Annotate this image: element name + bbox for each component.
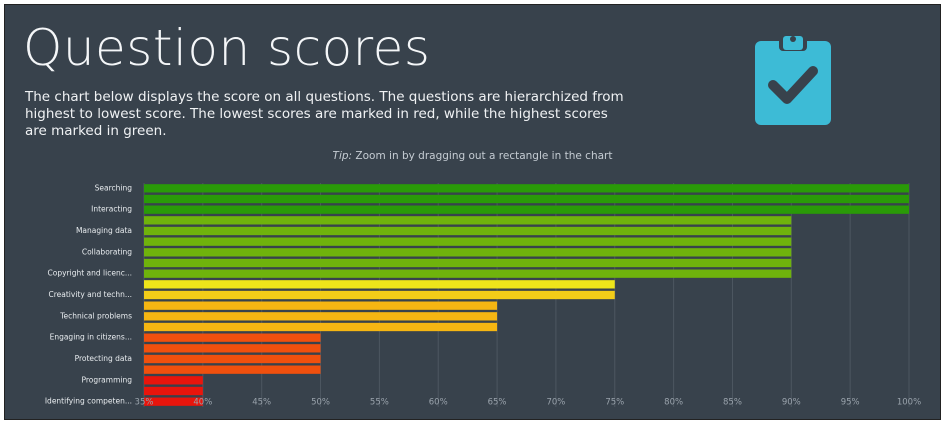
bar — [144, 258, 792, 268]
panel: Question scores The chart below displays… — [4, 4, 941, 420]
bar — [144, 301, 498, 310]
x-tick-label: 90% — [782, 398, 801, 408]
bar — [144, 184, 909, 193]
x-tick-label: 45% — [252, 398, 271, 408]
bar — [144, 280, 615, 289]
bar — [144, 354, 321, 364]
bar — [144, 248, 792, 257]
y-tick-label: Technical problems — [59, 311, 132, 320]
y-tick-label: Managing data — [76, 226, 132, 235]
bar — [144, 344, 321, 353]
y-tick-label: Copyright and licenc... — [48, 269, 132, 278]
x-tick-label: 35% — [135, 398, 154, 408]
bar — [144, 205, 909, 214]
bar — [144, 237, 792, 246]
tip-text: Zoom in by dragging out a rectangle in t… — [355, 150, 613, 162]
x-tick-label: 50% — [311, 398, 330, 408]
bar — [144, 386, 203, 396]
bar — [144, 226, 792, 236]
x-tick-label: 55% — [370, 398, 389, 408]
description: The chart below displays the score on al… — [25, 89, 624, 139]
x-tick-label: 70% — [546, 398, 565, 408]
y-tick-label: Engaging in citizens... — [50, 333, 132, 342]
tip: Tip: Zoom in by dragging out a rectangle… — [5, 150, 940, 162]
y-tick-label: Programming — [81, 375, 132, 384]
y-tick-label: Searching — [95, 183, 133, 192]
y-tick-label: Collaborating — [82, 247, 132, 256]
x-tick-label: 65% — [488, 398, 507, 408]
y-tick-label: Interacting — [91, 205, 132, 214]
x-tick-label: 80% — [664, 398, 683, 408]
bar — [144, 333, 321, 342]
x-tick-label: 75% — [605, 398, 624, 408]
bar — [144, 322, 498, 332]
y-tick-label: Identifying competen... — [45, 397, 132, 406]
x-tick-label: 60% — [429, 398, 448, 408]
bar — [144, 269, 792, 278]
x-tick-label: 85% — [723, 398, 742, 408]
y-tick-label: Protecting data — [75, 354, 132, 363]
bar — [144, 216, 792, 225]
y-tick-label: Creativity and techn... — [48, 290, 132, 299]
x-tick-label: 100% — [897, 398, 921, 408]
bar — [144, 312, 498, 321]
bar — [144, 194, 909, 204]
x-tick-label: 95% — [841, 398, 860, 408]
clipboard-icon — [755, 33, 831, 125]
chart: Searching Interacting Managing data Collabo… — [45, 183, 921, 408]
tip-label: Tip: — [332, 150, 353, 162]
bar — [144, 290, 615, 300]
bar — [144, 376, 203, 385]
page-title: Question scores — [23, 19, 431, 77]
bar — [144, 397, 203, 406]
bar — [144, 365, 321, 374]
x-tick-label: 40% — [193, 398, 212, 408]
